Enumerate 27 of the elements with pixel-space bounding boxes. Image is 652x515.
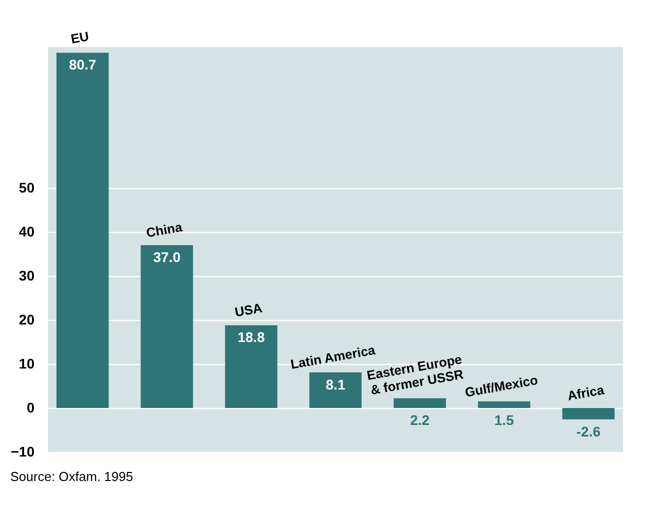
y-tick-label: 20: [18, 311, 35, 328]
bar: [225, 325, 278, 408]
y-tick-label: 50: [18, 179, 35, 196]
data-label: 80.7: [68, 56, 96, 73]
y-tick-label: 40: [18, 223, 35, 240]
y-tick-label: 10: [18, 355, 35, 372]
x-tick-label: China: [145, 219, 184, 240]
bar: [140, 245, 194, 408]
x-tick-label: Gulf/Mexico: [464, 372, 540, 400]
data-label: -2.6: [576, 423, 601, 440]
bar: [394, 398, 446, 408]
data-label: 2.2: [410, 412, 430, 428]
y-tick-label: 30: [18, 267, 35, 284]
bar: [562, 408, 615, 420]
x-tick-label: Africa: [566, 382, 606, 404]
data-label: 1.5: [494, 412, 514, 428]
bar: [478, 401, 530, 408]
x-tick-label: USA: [234, 300, 264, 320]
y-tick-label: 0: [26, 399, 35, 416]
data-label: 8.1: [326, 376, 346, 392]
x-tick-label: EU: [70, 28, 90, 46]
data-label: 37.0: [153, 249, 181, 266]
data-label: 18.8: [238, 329, 266, 346]
source-note: Source: Oxfam. 1995: [10, 469, 134, 484]
bar: [309, 372, 362, 408]
bar: [56, 52, 109, 408]
y-tick-label: −10: [10, 444, 35, 460]
